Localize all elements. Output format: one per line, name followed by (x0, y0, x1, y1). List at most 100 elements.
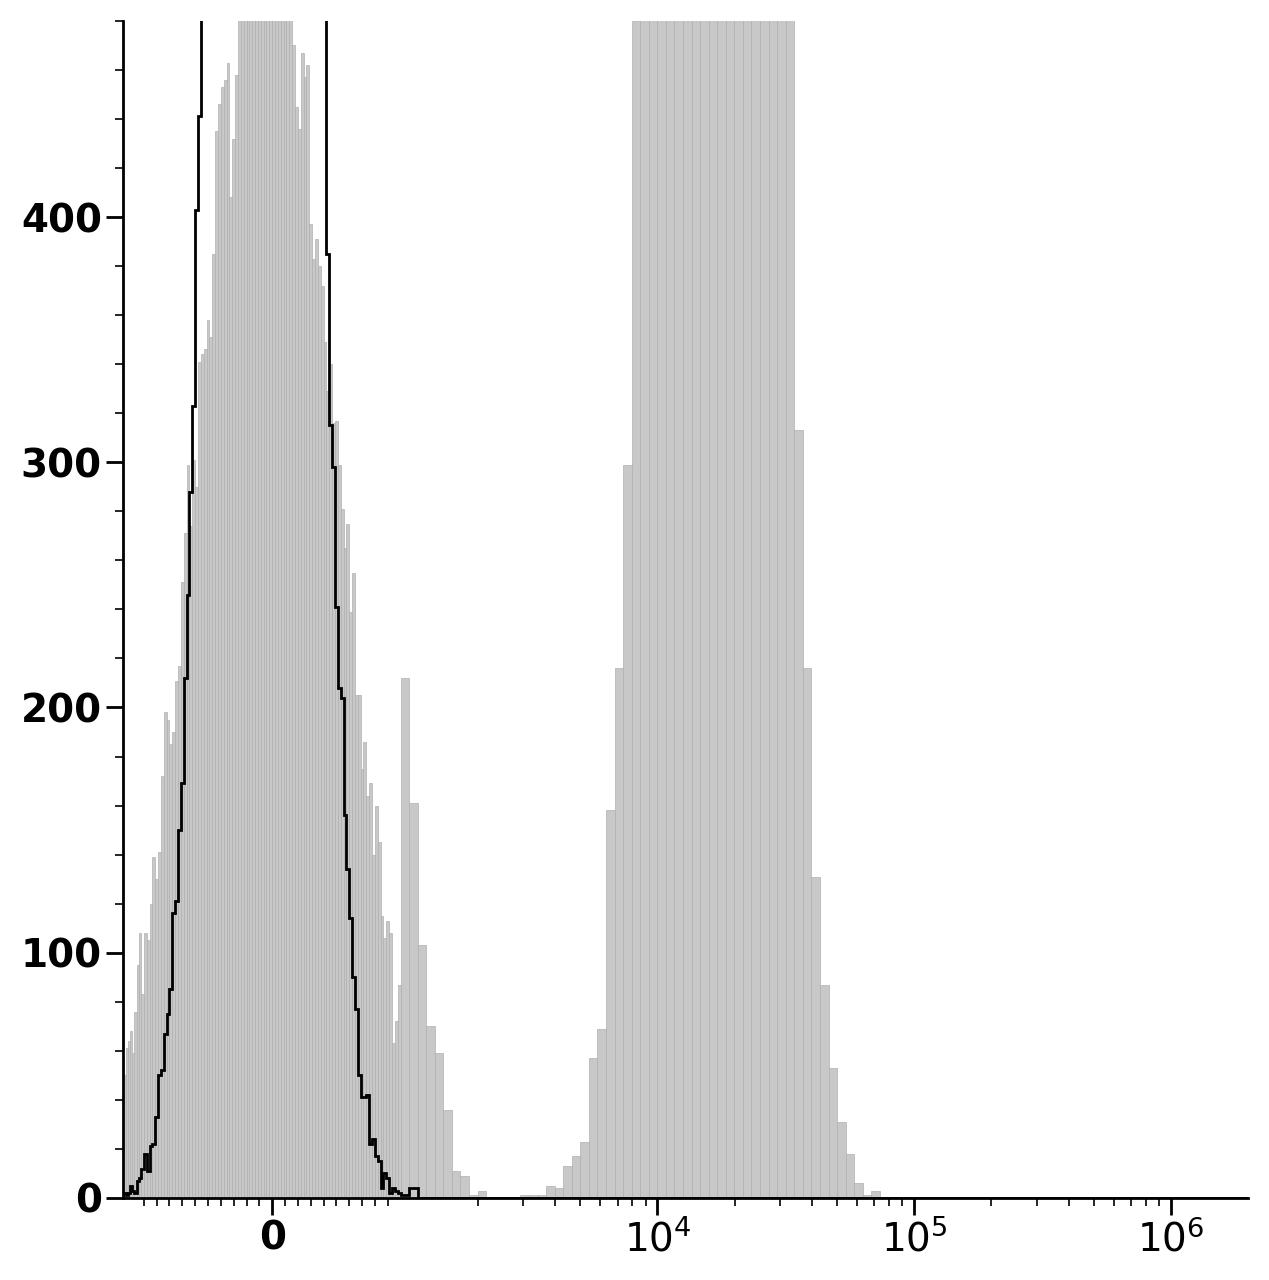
Bar (520, 1196, 529, 1198)
Bar (147, 941, 150, 1198)
Bar (258, 0, 261, 1198)
Bar (363, 742, 367, 1198)
Bar (872, 1190, 879, 1198)
Bar (443, 1110, 452, 1198)
Bar (244, 4, 246, 1198)
Bar (173, 732, 175, 1198)
Bar (227, 63, 230, 1198)
Bar (657, 0, 666, 1198)
Bar (278, 0, 280, 1198)
Bar (477, 1190, 486, 1198)
Bar (829, 1068, 838, 1198)
Bar (303, 77, 306, 1198)
Bar (218, 104, 221, 1198)
Bar (264, 0, 266, 1198)
Bar (212, 253, 216, 1198)
Bar (175, 681, 178, 1198)
Bar (538, 1196, 546, 1198)
Bar (335, 421, 338, 1198)
Bar (409, 803, 418, 1198)
Bar (751, 0, 760, 1198)
Bar (369, 783, 372, 1198)
Bar (674, 0, 683, 1198)
Bar (137, 965, 140, 1198)
Bar (820, 984, 829, 1198)
Bar (269, 0, 272, 1198)
Bar (666, 0, 674, 1198)
Bar (255, 0, 258, 1198)
Bar (161, 776, 164, 1198)
Bar (235, 74, 239, 1198)
Bar (332, 422, 335, 1198)
Bar (189, 526, 193, 1198)
Bar (287, 0, 289, 1198)
Bar (340, 509, 344, 1198)
Bar (239, 0, 241, 1198)
Bar (143, 933, 147, 1198)
Bar (129, 1032, 132, 1198)
Bar (135, 1011, 137, 1198)
Bar (324, 342, 326, 1198)
Bar (742, 0, 751, 1198)
Bar (418, 946, 426, 1198)
Bar (170, 744, 173, 1198)
Bar (392, 1043, 395, 1198)
Bar (383, 938, 386, 1198)
Bar (777, 0, 786, 1198)
Bar (367, 796, 369, 1198)
Bar (166, 719, 170, 1198)
Bar (352, 572, 355, 1198)
Bar (178, 666, 181, 1198)
Bar (132, 1053, 135, 1198)
Bar (395, 1021, 397, 1198)
Bar (187, 465, 189, 1198)
Bar (632, 20, 641, 1198)
Bar (381, 916, 383, 1198)
Bar (223, 79, 227, 1198)
Bar (275, 0, 278, 1198)
Bar (289, 0, 292, 1198)
Bar (572, 1156, 580, 1198)
Bar (207, 320, 209, 1198)
Bar (204, 349, 207, 1198)
Bar (141, 995, 143, 1198)
Bar (378, 842, 381, 1198)
Bar (209, 337, 212, 1198)
Bar (838, 1121, 845, 1198)
Bar (355, 695, 358, 1198)
Bar (338, 465, 340, 1198)
Bar (184, 534, 187, 1198)
Bar (546, 1185, 555, 1198)
Bar (261, 0, 264, 1198)
Bar (315, 239, 317, 1198)
Bar (193, 460, 195, 1198)
Bar (216, 131, 218, 1198)
Bar (555, 1188, 563, 1198)
Bar (358, 695, 360, 1198)
Bar (386, 920, 390, 1198)
Bar (683, 0, 692, 1198)
Bar (598, 1029, 607, 1198)
Bar (641, 0, 648, 1198)
Bar (312, 259, 315, 1198)
Bar (692, 0, 700, 1198)
Bar (155, 879, 159, 1198)
Bar (150, 904, 152, 1198)
Bar (360, 769, 363, 1198)
Bar (529, 1196, 538, 1198)
Bar (623, 465, 632, 1198)
Bar (426, 1027, 435, 1198)
Bar (397, 984, 401, 1198)
Bar (326, 392, 329, 1198)
Bar (760, 0, 769, 1198)
Bar (708, 0, 717, 1198)
Bar (563, 1166, 572, 1198)
Bar (349, 612, 352, 1198)
Bar (253, 0, 255, 1198)
Bar (221, 87, 223, 1198)
Bar (344, 548, 346, 1198)
Bar (803, 668, 811, 1198)
Bar (292, 45, 294, 1198)
Bar (607, 810, 614, 1198)
Bar (735, 0, 742, 1198)
